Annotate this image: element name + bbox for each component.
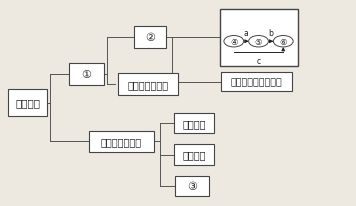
FancyBboxPatch shape: [220, 9, 298, 66]
Text: ⑥: ⑥: [279, 37, 287, 47]
Text: ⑤: ⑤: [255, 37, 262, 47]
FancyBboxPatch shape: [176, 176, 209, 197]
FancyBboxPatch shape: [68, 63, 104, 86]
Text: c: c: [256, 56, 261, 65]
Text: 生态系统: 生态系统: [15, 98, 40, 108]
Text: ②: ②: [145, 33, 155, 43]
FancyBboxPatch shape: [174, 113, 214, 133]
Text: ①: ①: [81, 70, 91, 80]
FancyBboxPatch shape: [89, 131, 154, 152]
FancyBboxPatch shape: [134, 27, 166, 49]
Text: 食物链和食物网: 食物链和食物网: [127, 80, 168, 90]
Text: 生态系统的功能: 生态系统的功能: [101, 137, 142, 147]
FancyBboxPatch shape: [174, 145, 214, 165]
Text: 非生物的物质和能量: 非生物的物质和能量: [231, 78, 282, 87]
Text: 能量流动: 能量流动: [182, 150, 206, 160]
Text: 物质循环: 物质循环: [182, 118, 206, 128]
FancyBboxPatch shape: [221, 73, 292, 92]
Text: a: a: [244, 29, 248, 38]
FancyBboxPatch shape: [118, 74, 178, 95]
Text: b: b: [268, 29, 273, 38]
FancyBboxPatch shape: [9, 90, 47, 116]
Text: ③: ③: [187, 181, 197, 191]
Text: ④: ④: [230, 37, 237, 47]
